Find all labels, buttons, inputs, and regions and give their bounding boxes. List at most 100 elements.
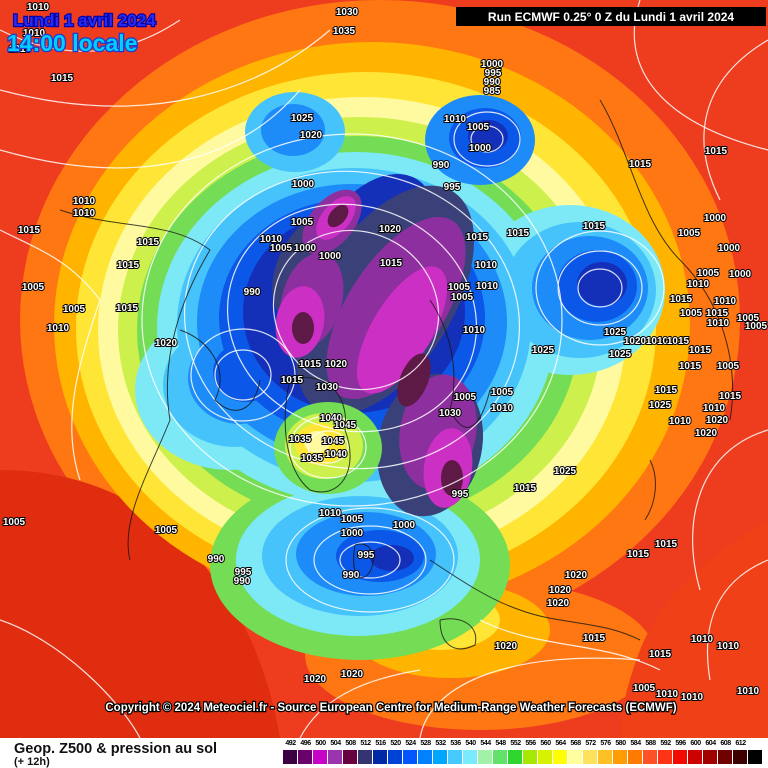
pressure-label: 1015: [137, 237, 160, 248]
pressure-label: 1010: [476, 281, 499, 292]
pressure-label: 1010: [646, 336, 669, 347]
pressure-label: 1010: [491, 403, 514, 414]
legend-value: 540: [465, 740, 476, 747]
pressure-label: 1025: [291, 113, 314, 124]
pressure-label: 1015: [627, 549, 650, 560]
legend-swatch: [598, 750, 613, 764]
z500-field: [0, 0, 768, 738]
pressure-label: 1015: [629, 159, 652, 170]
run-info-bar: Run ECMWF 0.25° 0 Z du Lundi 1 avril 202…: [456, 7, 766, 26]
pressure-label: 1010: [717, 641, 740, 652]
legend-value: 560: [540, 740, 551, 747]
forecast-step: (+ 12h): [14, 756, 50, 768]
pressure-label: 1035: [289, 434, 312, 445]
pressure-label: 995: [358, 550, 375, 561]
legend-swatch: [643, 750, 658, 764]
pressure-label: 1010: [707, 318, 730, 329]
legend-swatch: [328, 750, 343, 764]
legend-value: 492: [285, 740, 296, 747]
pressure-label: 995: [444, 182, 461, 193]
pressure-label: 1000: [704, 213, 727, 224]
pressure-label: 1000: [481, 59, 504, 70]
pressure-label: 1000: [319, 251, 342, 262]
copyright-text: Copyright © 2024 Meteociel.fr - Source E…: [105, 702, 676, 714]
pressure-label: 1035: [301, 453, 324, 464]
pressure-label: 1015: [719, 391, 742, 402]
legend-swatch: [583, 750, 598, 764]
legend-swatch: [718, 750, 733, 764]
pressure-label: 1010: [691, 634, 714, 645]
pressure-label: 1010: [703, 403, 726, 414]
pressure-label: 1015: [706, 308, 729, 319]
legend-value: 604: [705, 740, 716, 747]
pressure-label: 1000: [341, 528, 364, 539]
pressure-label: 1030: [439, 408, 462, 419]
pressure-label: 1015: [514, 483, 537, 494]
legend-value: 576: [600, 740, 611, 747]
pressure-label: 1010: [475, 260, 498, 271]
legend-value: 528: [420, 740, 431, 747]
pressure-label: 995: [452, 489, 469, 500]
legend-value: 520: [390, 740, 401, 747]
legend-value: 612: [735, 740, 746, 747]
pressure-label: 1005: [678, 228, 701, 239]
pressure-label: 1015: [655, 539, 678, 550]
legend-swatch: [403, 750, 418, 764]
pressure-label: 1000: [393, 520, 416, 531]
pressure-label: 1010: [47, 323, 70, 334]
pressure-label: 1040: [325, 449, 348, 460]
pressure-label: 1020: [565, 570, 588, 581]
pressure-label: 1020: [325, 359, 348, 370]
weather-map: 1010101010151015103010351025102010009959…: [0, 0, 768, 738]
pressure-label: 1040: [320, 413, 343, 424]
pressure-label: 1015: [583, 633, 606, 644]
legend-swatch: [463, 750, 478, 764]
pressure-label: 1005: [3, 517, 26, 528]
pressure-label: 1005: [451, 292, 474, 303]
pressure-label: 1025: [604, 327, 627, 338]
isobar-contours: [0, 0, 768, 738]
pressure-label: 1020: [624, 336, 647, 347]
pressure-label: 1010: [27, 2, 50, 13]
legend-swatch: [358, 750, 373, 764]
legend-value: 572: [585, 740, 596, 747]
legend-value: 568: [570, 740, 581, 747]
pressure-label: 1045: [334, 420, 357, 431]
pressure-label: 1000: [718, 243, 741, 254]
footer-bar: Geop. Z500 & pression au sol (+ 12h) 492…: [0, 738, 768, 768]
pressure-label: 1020: [304, 674, 327, 685]
legend-swatch: [748, 750, 763, 764]
pressure-label: 990: [343, 570, 360, 581]
legend-swatch: [613, 750, 628, 764]
pressure-label: 1020: [495, 641, 518, 652]
pressure-label: 1005: [680, 308, 703, 319]
local-time: 14:00 locale: [7, 30, 137, 56]
pressure-label: 1005: [745, 321, 768, 332]
pressure-label: 1015: [705, 146, 728, 157]
pressure-label: 1005: [697, 268, 720, 279]
legend-swatch: [298, 750, 313, 764]
legend-swatch: [553, 750, 568, 764]
legend-swatch: [628, 750, 643, 764]
pressure-label: 1015: [18, 225, 41, 236]
legend-swatch: [523, 750, 538, 764]
pressure-label: 1005: [291, 217, 314, 228]
pressure-label: 1010: [681, 692, 704, 703]
pressure-label: 995: [485, 68, 502, 79]
run-info-text: Run ECMWF 0.25° 0 Z du Lundi 1 avril 202…: [488, 10, 735, 24]
forecast-date: Lundi 1 avril 2024: [13, 11, 156, 30]
pressure-label: 1025: [554, 466, 577, 477]
pressure-label: 1015: [649, 649, 672, 660]
legend-swatch: [703, 750, 718, 764]
pressure-label: 1030: [316, 382, 339, 393]
legend-value: 592: [660, 740, 671, 747]
legend-value: 500: [315, 740, 326, 747]
pressure-labels: 1010101010151015103010351025102010009959…: [2, 1, 768, 704]
legend-value: 608: [720, 740, 731, 747]
legend-swatch: [688, 750, 703, 764]
pressure-label: 1015: [299, 359, 322, 370]
pressure-label: 1005: [737, 313, 760, 324]
pressure-label: 1010: [737, 686, 760, 697]
pressure-label: 1015: [583, 221, 606, 232]
pressure-label: 1015: [689, 345, 712, 356]
